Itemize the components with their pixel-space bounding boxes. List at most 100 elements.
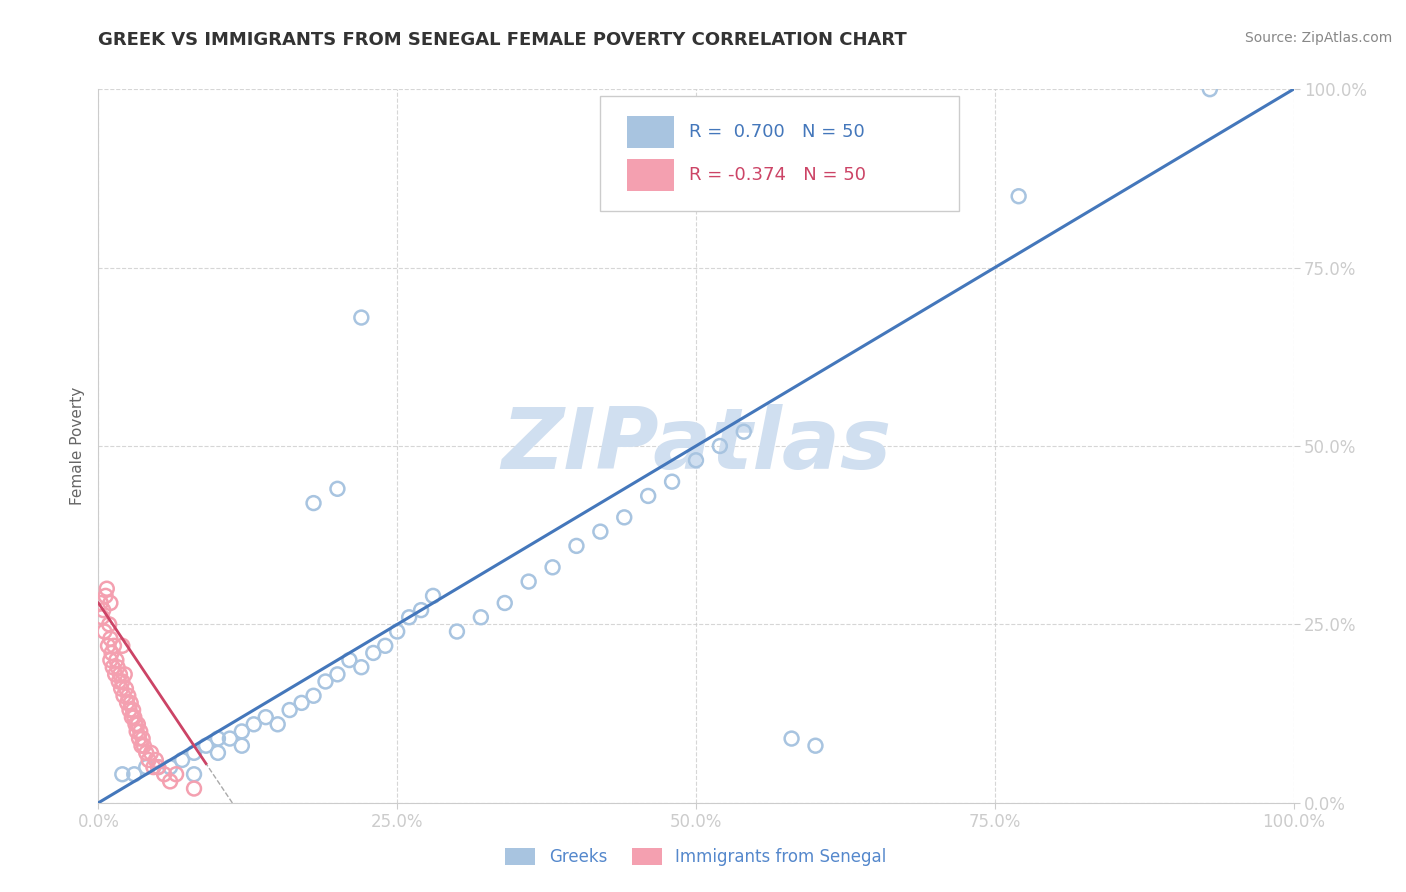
Point bbox=[541, 560, 564, 574]
Point bbox=[129, 724, 152, 739]
Point bbox=[517, 574, 540, 589]
Point bbox=[278, 703, 301, 717]
Point bbox=[398, 610, 420, 624]
Text: R =  0.700   N = 50: R = 0.700 N = 50 bbox=[689, 123, 865, 141]
Point bbox=[96, 582, 118, 596]
Point bbox=[93, 624, 115, 639]
Legend: Greeks, Immigrants from Senegal: Greeks, Immigrants from Senegal bbox=[499, 841, 893, 873]
FancyBboxPatch shape bbox=[600, 96, 959, 211]
Point bbox=[613, 510, 636, 524]
Point bbox=[108, 667, 131, 681]
Point bbox=[411, 603, 433, 617]
Point bbox=[470, 610, 492, 624]
Point bbox=[291, 696, 314, 710]
Point bbox=[118, 703, 141, 717]
Point bbox=[112, 689, 135, 703]
Point bbox=[183, 767, 205, 781]
Point bbox=[97, 639, 120, 653]
Point bbox=[111, 674, 134, 689]
Point bbox=[120, 696, 142, 710]
Point bbox=[121, 710, 143, 724]
Point bbox=[637, 489, 659, 503]
Text: GREEK VS IMMIGRANTS FROM SENEGAL FEMALE POVERTY CORRELATION CHART: GREEK VS IMMIGRANTS FROM SENEGAL FEMALE … bbox=[98, 31, 907, 49]
Point bbox=[98, 596, 122, 610]
Point bbox=[685, 453, 707, 467]
Point bbox=[780, 731, 803, 746]
Point bbox=[111, 767, 134, 781]
Point bbox=[91, 603, 114, 617]
Point bbox=[207, 746, 229, 760]
Point bbox=[302, 689, 325, 703]
FancyBboxPatch shape bbox=[627, 116, 675, 148]
Point bbox=[422, 589, 444, 603]
Point bbox=[804, 739, 827, 753]
Point bbox=[302, 496, 325, 510]
Point bbox=[128, 731, 150, 746]
Point bbox=[589, 524, 612, 539]
Point bbox=[98, 617, 121, 632]
Point bbox=[267, 717, 290, 731]
Point bbox=[131, 731, 153, 746]
Point bbox=[132, 739, 155, 753]
Point bbox=[110, 681, 132, 696]
Point bbox=[101, 660, 124, 674]
Point bbox=[183, 781, 205, 796]
Point bbox=[124, 717, 146, 731]
Point bbox=[243, 717, 266, 731]
Point bbox=[90, 596, 112, 610]
Point bbox=[350, 310, 373, 325]
Point bbox=[135, 746, 157, 760]
Point bbox=[172, 753, 194, 767]
Point bbox=[107, 660, 129, 674]
Point bbox=[494, 596, 516, 610]
Point bbox=[135, 760, 157, 774]
Point bbox=[385, 624, 409, 639]
Point bbox=[363, 646, 385, 660]
Point bbox=[350, 660, 373, 674]
Point bbox=[122, 703, 145, 717]
Text: Source: ZipAtlas.com: Source: ZipAtlas.com bbox=[1244, 31, 1392, 45]
Point bbox=[159, 760, 181, 774]
Point bbox=[100, 646, 122, 660]
Point bbox=[194, 739, 218, 753]
Point bbox=[326, 482, 349, 496]
Point bbox=[91, 610, 114, 624]
Point bbox=[183, 746, 205, 760]
Point bbox=[159, 774, 181, 789]
Point bbox=[446, 624, 468, 639]
Point bbox=[709, 439, 731, 453]
Point bbox=[145, 753, 167, 767]
Point bbox=[139, 746, 162, 760]
Point bbox=[565, 539, 588, 553]
Point bbox=[231, 739, 253, 753]
Text: R = -0.374   N = 50: R = -0.374 N = 50 bbox=[689, 166, 866, 184]
Point bbox=[98, 632, 122, 646]
Point bbox=[124, 767, 146, 781]
Point bbox=[104, 667, 127, 681]
Point bbox=[661, 475, 683, 489]
Point bbox=[231, 724, 253, 739]
Point bbox=[254, 710, 277, 724]
Point bbox=[117, 689, 139, 703]
Point bbox=[125, 724, 148, 739]
FancyBboxPatch shape bbox=[627, 159, 675, 191]
Point bbox=[105, 653, 128, 667]
Point bbox=[107, 674, 129, 689]
Point bbox=[111, 639, 134, 653]
Point bbox=[103, 639, 125, 653]
Point bbox=[219, 731, 242, 746]
Point bbox=[315, 674, 337, 689]
Point bbox=[148, 760, 170, 774]
Point bbox=[374, 639, 396, 653]
Point bbox=[153, 767, 176, 781]
Point bbox=[326, 667, 349, 681]
Point bbox=[733, 425, 755, 439]
Point bbox=[165, 767, 187, 781]
Point bbox=[124, 710, 146, 724]
Point bbox=[207, 731, 229, 746]
Point bbox=[94, 589, 117, 603]
Point bbox=[131, 739, 153, 753]
Point bbox=[1007, 189, 1029, 203]
Point bbox=[148, 760, 170, 774]
Point bbox=[115, 681, 138, 696]
